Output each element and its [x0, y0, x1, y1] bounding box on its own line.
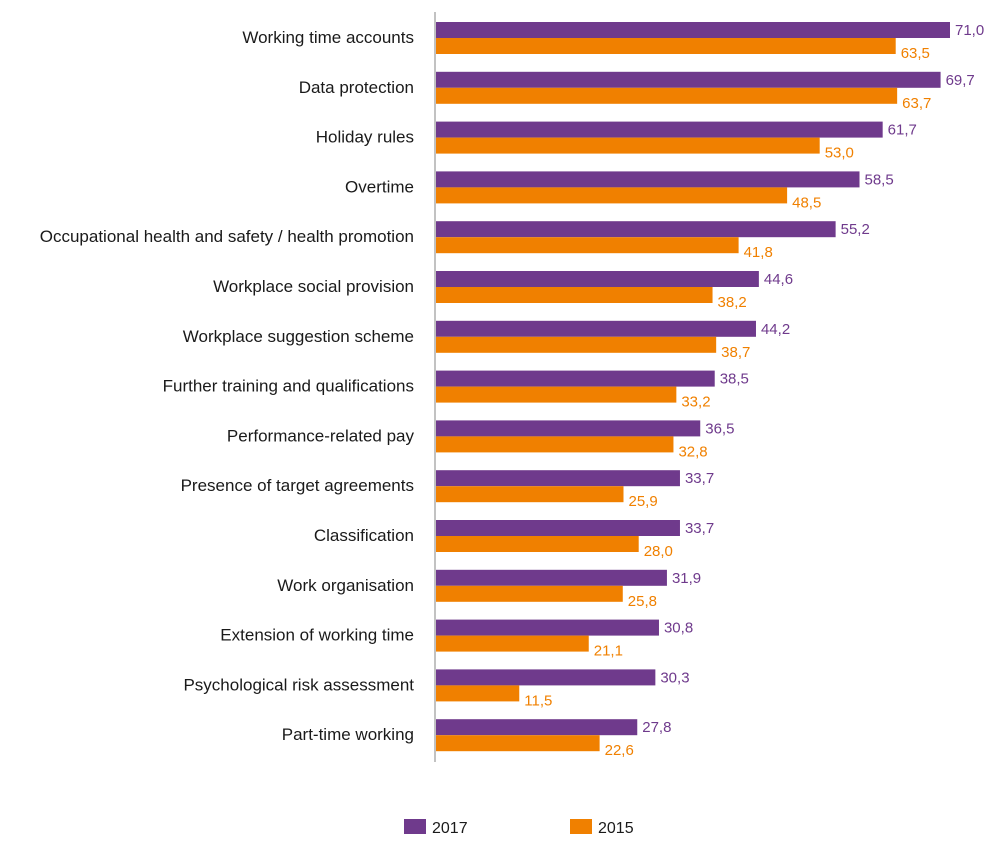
category-label: Psychological risk assessment: [183, 675, 414, 694]
category-label: Further training and qualifications: [163, 377, 414, 396]
data-label-2015: 11,5: [524, 692, 552, 709]
data-label-2015: 38,7: [721, 344, 750, 361]
data-label-2015: 38,2: [718, 294, 747, 311]
bar-2017: [436, 171, 860, 188]
data-label-2015: 28,0: [644, 543, 673, 560]
category-label: Occupational health and safety / health …: [40, 227, 414, 246]
legend-swatch-2017: [404, 819, 426, 834]
bar-2015: [436, 38, 896, 54]
category-label: Workplace suggestion scheme: [183, 327, 414, 346]
data-label-2017: 44,6: [764, 271, 793, 288]
bar-2015: [436, 685, 520, 702]
bar-2017: [436, 121, 883, 138]
bar-2015: [436, 87, 898, 104]
category-label: Work organisation: [277, 576, 414, 595]
data-label-2017: 58,5: [865, 171, 894, 188]
data-label-2017: 30,3: [660, 669, 689, 686]
bar-2015: [436, 137, 820, 154]
category-labels: Working time accounts Data protection Holi…: [40, 28, 415, 744]
category-label: Extension of working time: [220, 626, 414, 645]
data-label-2015: 25,8: [628, 593, 657, 610]
data-label-2017: 27,8: [642, 719, 671, 736]
data-label-2017: 33,7: [685, 470, 714, 487]
data-label-2017: 55,2: [841, 221, 870, 238]
data-label-2015: 63,5: [901, 45, 930, 62]
bar-2017: [436, 669, 656, 686]
data-label-2015: 33,2: [681, 394, 710, 411]
bar-2017: [436, 320, 756, 337]
bar-2015: [436, 237, 739, 254]
bar-2015: [436, 536, 639, 552]
bar-2015: [436, 486, 624, 503]
data-label-2017: 61,7: [888, 122, 917, 139]
data-label-2017: 36,5: [705, 420, 734, 437]
data-label-2015: 63,7: [902, 95, 931, 112]
data-label-2017: 44,2: [761, 321, 790, 338]
category-label: Overtime: [345, 177, 414, 196]
bar-2015: [436, 635, 589, 652]
legend-swatch-2015: [570, 819, 592, 834]
category-label: Holiday rules: [316, 128, 414, 147]
category-label: Working time accounts: [242, 28, 414, 47]
data-label-2015: 32,8: [678, 443, 707, 460]
bar-2017: [436, 22, 950, 38]
data-label-2017: 31,9: [672, 570, 701, 587]
category-label: Part-time working: [282, 725, 414, 744]
category-label: Workplace social provision: [213, 277, 414, 296]
data-label-2015: 22,6: [605, 742, 634, 759]
bar-2015: [436, 336, 717, 353]
bar-2015: [436, 287, 713, 303]
legend-label-2015: 2015: [598, 820, 634, 837]
data-label-2017: 30,8: [664, 620, 693, 637]
bar-2017: [436, 470, 680, 487]
bar-2015: [436, 735, 600, 752]
bar-2017: [436, 271, 759, 287]
bar-2017: [436, 221, 836, 238]
bar-2015: [436, 585, 623, 602]
data-label-2015: 25,9: [629, 493, 658, 510]
category-label: Classification: [314, 526, 414, 545]
data-label-2017: 71,0: [955, 22, 984, 39]
legend: 2017 2015: [404, 819, 634, 837]
bar-2015: [436, 436, 674, 453]
bar-2017: [436, 420, 701, 437]
bar-2017: [436, 370, 715, 387]
data-label-2015: 21,1: [594, 643, 623, 660]
bar-2015: [436, 187, 788, 204]
legend-label-2017: 2017: [432, 820, 468, 837]
category-label: Presence of target agreements: [181, 476, 414, 495]
data-label-2017: 38,5: [720, 371, 749, 388]
data-label-2017: 69,7: [946, 72, 975, 89]
category-label: Data protection: [299, 78, 414, 97]
bar-2017: [436, 71, 941, 88]
data-label-2015: 53,0: [825, 145, 854, 162]
bars-group: 71,0 63,5 69,7 63,7 61,7 53,0 58,5 48,5 55,2 41,8…: [436, 22, 984, 759]
bar-2017: [436, 569, 667, 586]
bar-2017: [436, 619, 659, 636]
bar-2017: [436, 719, 638, 736]
bar-2017: [436, 520, 680, 536]
category-label: Performance-related pay: [227, 426, 415, 445]
data-label-2015: 48,5: [792, 194, 821, 211]
bar-2015: [436, 386, 677, 403]
data-label-2015: 41,8: [744, 244, 773, 261]
data-label-2017: 33,7: [685, 520, 714, 537]
